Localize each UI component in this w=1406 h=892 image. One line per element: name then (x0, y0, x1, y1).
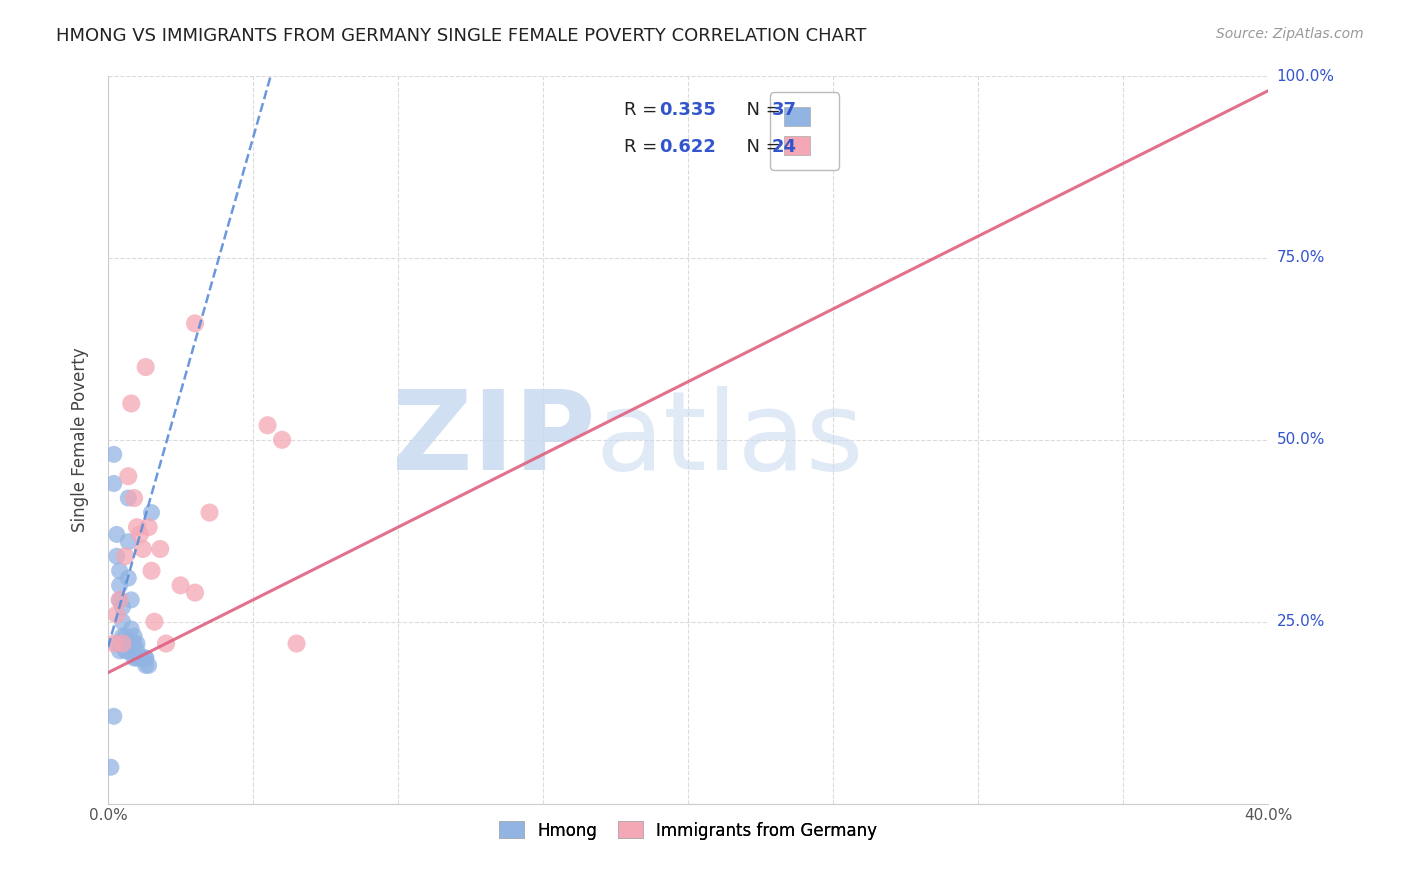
Point (117, 469, 139, 483)
Point (271, 433, 294, 447)
Text: ZIP: ZIP (392, 386, 595, 493)
Point (132, 651, 155, 665)
Point (138, 520, 160, 534)
Text: 0.335: 0.335 (659, 102, 716, 120)
Point (184, 585, 207, 599)
Point (122, 491, 145, 505)
Point (285, 636, 308, 650)
Point (256, 418, 278, 433)
Point (117, 644, 139, 658)
Point (111, 636, 134, 650)
Point (122, 636, 145, 650)
Text: N =: N = (734, 138, 786, 156)
Point (169, 578, 191, 592)
Point (120, 593, 142, 607)
Text: N =: N = (734, 102, 786, 120)
Point (108, 644, 131, 658)
Point (105, 527, 128, 541)
Text: R =: R = (624, 138, 664, 156)
Point (184, 317, 207, 331)
Text: 25.0%: 25.0% (1277, 615, 1324, 629)
Point (103, 447, 125, 461)
Text: HMONG VS IMMIGRANTS FROM GERMANY SINGLE FEMALE POVERTY CORRELATION CHART: HMONG VS IMMIGRANTS FROM GERMANY SINGLE … (56, 27, 866, 45)
Point (135, 651, 157, 665)
Text: Source: ZipAtlas.com: Source: ZipAtlas.com (1216, 27, 1364, 41)
Point (149, 541, 172, 556)
Point (198, 506, 221, 520)
Text: 50.0%: 50.0% (1277, 433, 1324, 447)
Point (114, 636, 136, 650)
Point (122, 651, 145, 665)
Text: 0.622: 0.622 (659, 138, 716, 156)
Point (117, 491, 139, 505)
Point (114, 549, 136, 564)
Point (138, 658, 160, 673)
Point (105, 636, 128, 650)
Y-axis label: Single Female Poverty: Single Female Poverty (72, 348, 89, 533)
Legend: Hmong, Immigrants from Germany: Hmong, Immigrants from Germany (492, 814, 883, 847)
Point (125, 520, 148, 534)
Point (114, 644, 136, 658)
Point (108, 578, 131, 592)
Point (135, 360, 157, 375)
Point (141, 506, 163, 520)
Point (125, 644, 148, 658)
Point (108, 593, 131, 607)
Text: 24: 24 (772, 138, 797, 156)
Point (120, 396, 142, 410)
Point (117, 534, 139, 549)
Text: 75.0%: 75.0% (1277, 251, 1324, 266)
Point (125, 651, 148, 665)
Point (129, 651, 152, 665)
Point (135, 658, 157, 673)
Point (105, 549, 128, 564)
Point (129, 527, 152, 541)
Point (143, 615, 166, 629)
Point (111, 636, 134, 650)
Point (108, 593, 131, 607)
Point (117, 571, 139, 585)
Text: 37: 37 (772, 102, 797, 120)
Point (141, 564, 163, 578)
Point (135, 651, 157, 665)
Point (103, 636, 125, 650)
Point (122, 629, 145, 643)
Point (114, 629, 136, 643)
Point (111, 629, 134, 643)
Text: R =: R = (624, 102, 664, 120)
Point (108, 564, 131, 578)
Point (132, 541, 155, 556)
Point (103, 476, 125, 491)
Point (103, 709, 125, 723)
Point (120, 622, 142, 636)
Point (105, 607, 128, 622)
Text: atlas: atlas (595, 386, 863, 493)
Point (111, 600, 134, 615)
Point (111, 615, 134, 629)
Point (100, 760, 122, 774)
Text: 100.0%: 100.0% (1277, 69, 1334, 84)
Point (125, 636, 148, 650)
Point (155, 636, 177, 650)
